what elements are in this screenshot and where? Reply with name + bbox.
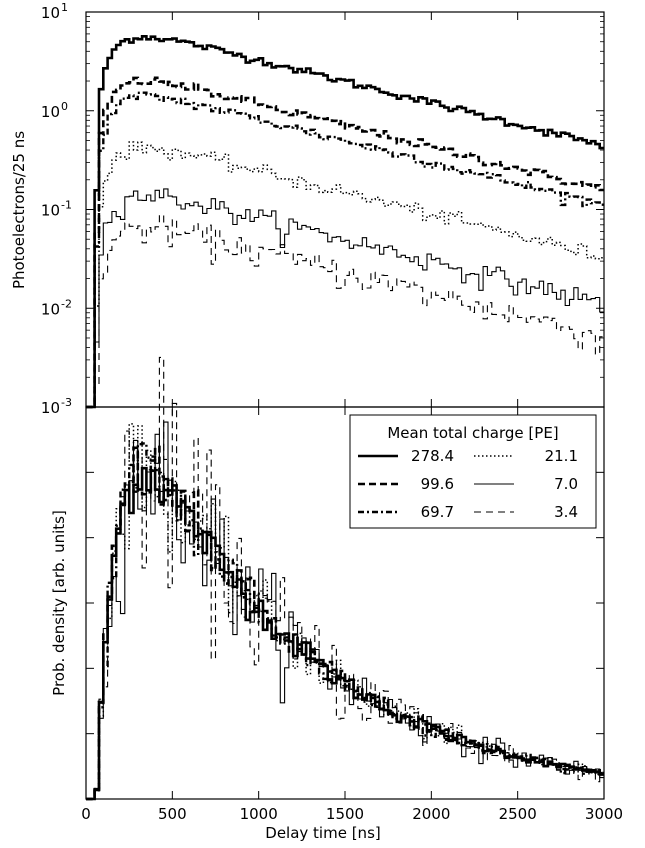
legend: Mean total charge [PE] 278.4 99.6 69.7 21.1… [349,414,597,529]
bottom-x-ticks: 0 500 1000 1500 2000 2500 3000 [81,407,623,823]
bottom-series-7_0 [86,421,604,800]
bottom-series-99_6 [86,445,604,801]
bottom-series-3_4 [86,356,604,800]
x-tick-label: 2500 [499,805,537,823]
bottom-y-axis-label: Prob. density [arb. units] [50,510,68,696]
top-axes-frame [85,11,605,408]
top-y-tick-label: 10 [41,399,60,417]
x-tick-label: 2000 [412,805,450,823]
legend-label: 99.6 [421,475,454,493]
top-y-tick-exponent: -2 [61,297,72,310]
legend-title: Mean total charge [PE] [387,424,558,442]
x-tick-label: 1500 [326,805,364,823]
top-y-tick-label: 10 [41,202,60,220]
legend-box [349,414,597,529]
top-y-tick-label: 10 [41,4,60,22]
bottom-panel: 0 500 1000 1500 2000 2500 3000 Delay time [ns]… [50,356,623,842]
legend-label: 21.1 [545,447,578,465]
top-y-axis-label: Photoelectrons/25 ns [10,131,28,289]
top-y-tick-exponent: 1 [61,1,68,14]
x-tick-label: 0 [81,805,91,823]
legend-label: 278.4 [411,447,454,465]
bottom-y-ticks [86,471,604,735]
top-y-tick-label: 10 [41,103,60,121]
top-series-21_1 [86,141,604,408]
top-series-7_0 [86,188,604,408]
legend-entries: 278.4 99.6 69.7 21.1 7.0 3.4 [358,447,578,521]
top-y-tick-label: 10 [41,300,60,318]
top-y-tick-exponent: -1 [61,199,72,212]
x-axis-label: Delay time [ns] [265,824,380,842]
bottom-curves [86,356,604,801]
top-series-69_7 [86,91,604,409]
top-curves [86,35,604,409]
bottom-series-21_1 [86,423,604,800]
top-series-99_6 [86,76,604,409]
top-series-278_4 [86,35,604,409]
legend-label: 69.7 [421,503,454,521]
top-y-tick-exponent: 0 [61,100,68,113]
top-y-tick-exponent: -3 [61,396,72,409]
x-tick-label: 1000 [240,805,278,823]
x-tick-label: 500 [158,805,187,823]
top-series-3_4 [86,214,604,408]
legend-label: 3.4 [554,503,578,521]
legend-label: 7.0 [554,475,578,493]
x-tick-label: 3000 [585,805,623,823]
